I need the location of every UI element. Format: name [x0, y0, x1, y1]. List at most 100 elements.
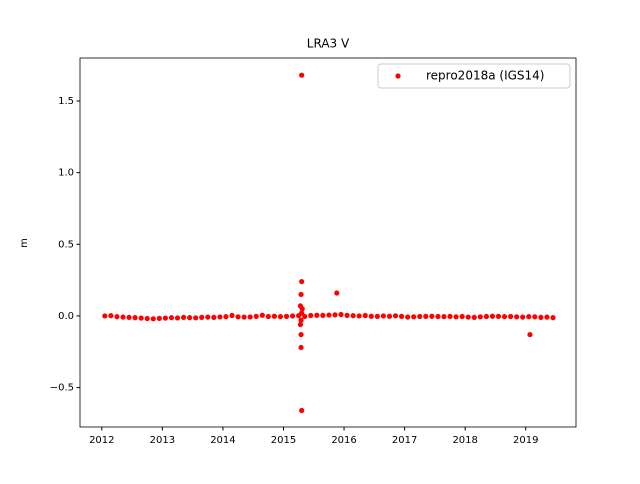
data-point — [180, 314, 187, 320]
legend: repro2018a (IGS14) — [377, 63, 571, 89]
data-point — [483, 313, 489, 320]
data-point — [338, 311, 344, 318]
data-point — [168, 315, 175, 321]
y-axis-label: m — [19, 238, 30, 248]
y-tick-label: 0.5 — [58, 239, 74, 250]
data-point — [374, 313, 380, 319]
data-point — [156, 315, 162, 321]
data-point — [465, 314, 471, 320]
data-point — [334, 290, 340, 296]
data-point — [459, 313, 465, 320]
data-point — [362, 312, 368, 319]
data-point — [277, 314, 284, 320]
y-tick-label: 1.0 — [58, 168, 74, 179]
data-point — [247, 314, 253, 320]
data-point — [289, 313, 296, 319]
data-point — [405, 314, 411, 320]
data-point — [114, 314, 120, 320]
data-point — [162, 315, 168, 321]
data-point — [417, 313, 423, 320]
data-point — [144, 315, 150, 322]
data-point — [102, 313, 108, 319]
data-point — [544, 314, 550, 320]
data-point — [356, 313, 362, 319]
data-point — [447, 313, 453, 319]
data-point — [283, 313, 290, 319]
x-tick-label: 2014 — [210, 435, 235, 446]
x-tick-label: 2019 — [513, 435, 538, 446]
x-tick-label: 2016 — [331, 435, 356, 446]
data-point — [398, 313, 405, 319]
data-point — [501, 314, 508, 320]
data-point — [326, 312, 332, 318]
data-point — [526, 314, 532, 320]
x-tick-label: 2013 — [150, 435, 175, 446]
chart-title: LRA3 V — [307, 37, 350, 51]
data-point — [271, 313, 278, 319]
data-point — [298, 344, 304, 351]
data-point — [298, 331, 304, 338]
data-point — [302, 313, 308, 320]
data-point — [299, 407, 305, 414]
data-point — [453, 314, 459, 320]
x-tick-label: 2017 — [392, 435, 417, 446]
data-point — [392, 313, 399, 319]
data-point — [174, 315, 181, 321]
data-point — [514, 314, 520, 320]
data-point — [520, 314, 526, 320]
data-point — [532, 314, 538, 320]
data-point — [423, 313, 429, 319]
data-point — [538, 314, 544, 320]
data-point — [138, 315, 144, 321]
data-point — [150, 316, 156, 322]
data-point — [308, 312, 314, 319]
data-point — [350, 313, 356, 319]
data-point — [241, 314, 247, 320]
x-tick-label: 2015 — [271, 435, 296, 446]
x-tick-label: 2012 — [89, 435, 114, 446]
data-point — [477, 314, 483, 320]
data-point — [507, 313, 514, 320]
data-point — [108, 313, 114, 319]
data-point — [229, 312, 235, 319]
data-point — [120, 314, 126, 320]
data-point — [314, 312, 320, 318]
data-point — [235, 314, 241, 320]
data-point — [187, 315, 193, 321]
data-point — [298, 291, 304, 298]
data-point — [471, 314, 477, 320]
data-point — [380, 313, 387, 319]
y-tick-label: 0.0 — [58, 311, 74, 322]
data-point — [205, 314, 211, 320]
data-point — [217, 314, 223, 320]
data-point — [299, 310, 305, 316]
legend-label: repro2018a (IGS14) — [426, 69, 544, 83]
data-point — [253, 313, 259, 319]
data-point — [435, 313, 441, 320]
legend-marker — [395, 73, 401, 79]
data-point — [386, 313, 393, 319]
data-point — [193, 315, 199, 321]
data-point — [332, 312, 338, 318]
data-point — [299, 72, 305, 78]
data-point — [223, 314, 229, 320]
data-point — [368, 313, 374, 319]
x-tick-label: 2018 — [452, 435, 477, 446]
data-point — [265, 313, 271, 320]
y-tick-label: 1.5 — [58, 96, 74, 107]
legend-box — [377, 63, 571, 89]
data-point — [411, 314, 417, 320]
data-point — [299, 278, 305, 285]
data-point — [495, 313, 502, 319]
data-point — [429, 313, 435, 319]
data-point — [126, 314, 132, 320]
data-point — [527, 331, 533, 338]
data-point — [550, 315, 556, 321]
data-point — [199, 314, 205, 320]
data-point — [344, 312, 350, 318]
data-point — [320, 312, 326, 318]
y-tick-label: −0.5 — [50, 383, 74, 394]
data-point — [299, 306, 305, 312]
